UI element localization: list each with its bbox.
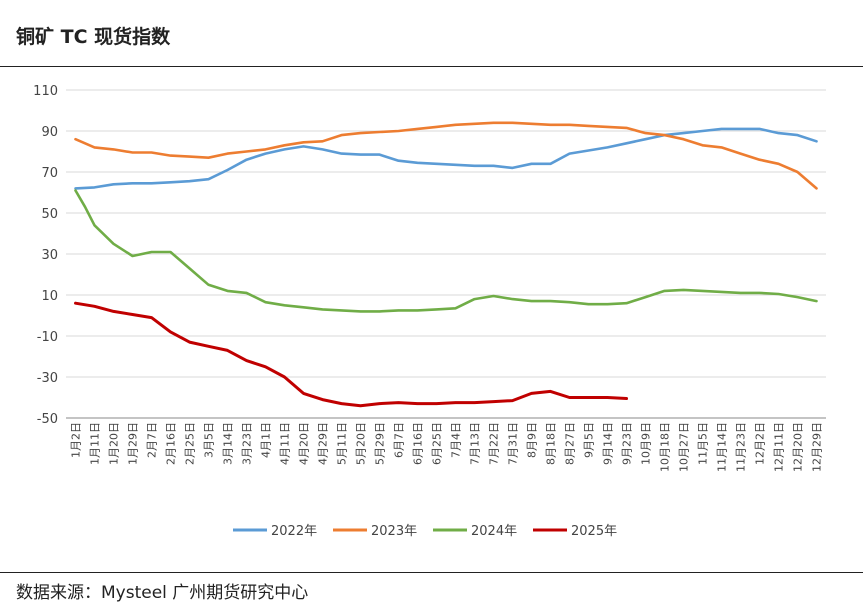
x-tick-label: 11月14日 [716,422,729,472]
x-tick-label: 1月20日 [108,422,121,465]
y-tick-label: 30 [41,248,58,263]
x-tick-label: 3月14日 [222,422,235,465]
x-axis: 1月2日 1月11日 1月20日 1月29日 2月7日 2月16日 2月25日 3月5日 3月1… [70,422,824,472]
x-tick-label: 1月11日 [89,422,102,465]
x-tick-label: 12月29日 [811,422,824,472]
x-tick-label: 11月23日 [735,422,748,472]
y-axis: 110 90 70 50 30 10 -10 -30 -50 [33,84,58,427]
y-tick-label: -10 [37,330,58,345]
series-line-2 [74,121,818,190]
x-tick-label: 10月27日 [678,422,691,472]
x-tick-label: 10月9日 [640,422,653,465]
x-tick-label: 8月9日 [526,422,539,458]
chart-title: 铜矿 TC 现货指数 [16,26,171,48]
x-tick-label: 10月18日 [659,422,672,472]
x-tick-label: 6月7日 [393,422,406,458]
legend-label-2: 2023年 [371,524,417,539]
y-tick-label: 90 [41,125,58,140]
x-tick-label: 11月5日 [697,422,710,465]
x-tick-label: 1月29日 [127,422,140,465]
x-tick-label: 4月11日 [279,422,292,465]
x-tick-label: 12月11日 [773,422,786,472]
x-tick-label: 5月20日 [355,422,368,465]
y-tick-label: 70 [41,166,58,181]
x-tick-label: 7月13日 [469,422,482,465]
x-tick-label: 12月20日 [792,422,805,472]
x-tick-label: 4月29日 [317,422,330,465]
y-tick-label: -50 [37,412,58,427]
series-line-3 [74,189,818,313]
legend: 2022年 2023年 2024年 2025年 [233,524,617,539]
grid-lines [66,89,826,419]
x-tick-label: 4月20日 [298,422,311,465]
y-tick-label: -30 [37,371,58,386]
x-tick-label: 2月25日 [184,422,197,465]
x-tick-label: 9月5日 [583,422,596,458]
top-divider [0,66,863,67]
x-tick-label: 1月2日 [70,422,83,458]
y-tick-label: 10 [41,289,58,304]
x-tick-label: 7月31日 [507,422,520,465]
x-tick-label: 7月22日 [488,422,501,465]
y-tick-label: 50 [41,207,58,222]
x-tick-label: 4月1日 [260,422,273,458]
x-tick-label: 3月23日 [241,422,254,465]
x-tick-label: 5月11日 [336,422,349,465]
x-tick-label: 9月23日 [621,422,634,465]
x-tick-label: 12月2日 [754,422,767,465]
x-tick-label: 7月4日 [450,422,463,458]
x-tick-label: 2月7日 [146,422,159,458]
x-tick-label: 8月18日 [545,422,558,465]
series-lines [74,121,818,408]
bottom-divider [0,572,863,573]
x-tick-label: 8月27日 [564,422,577,465]
x-tick-label: 9月14日 [602,422,615,465]
x-tick-label: 2月16日 [165,422,178,465]
series-line-4 [74,301,628,408]
x-tick-label: 6月16日 [412,422,425,465]
x-tick-label: 6月25日 [431,422,444,465]
legend-label-4: 2025年 [571,524,617,539]
x-tick-label: 3月5日 [203,422,216,458]
source-note: 数据来源：Mysteel 广州期货研究中心 [16,583,309,603]
legend-label-3: 2024年 [471,524,517,539]
x-tick-label: 5月29日 [374,422,387,465]
legend-label-1: 2022年 [271,524,317,539]
series-line-1 [74,127,818,190]
y-tick-label: 110 [33,84,58,99]
